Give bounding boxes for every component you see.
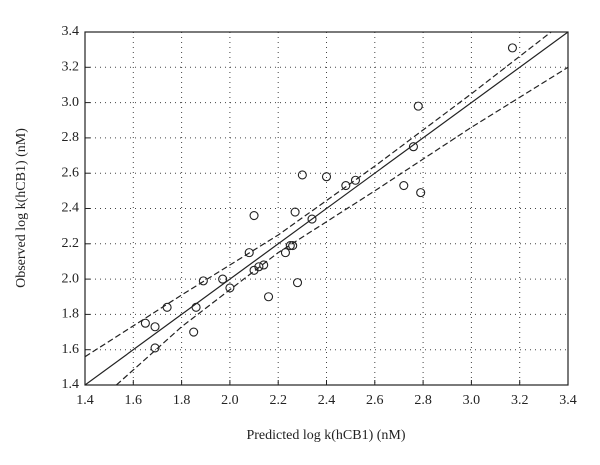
point — [413, 101, 423, 111]
y-tick-label: 2.2 — [62, 236, 80, 251]
point — [507, 43, 518, 53]
point — [321, 172, 332, 182]
x-tick-label: 1.8 — [173, 393, 191, 408]
y-tick-label: 2.6 — [62, 165, 80, 180]
point — [285, 241, 295, 251]
point — [150, 343, 160, 353]
point — [140, 318, 150, 328]
point — [341, 181, 351, 191]
x-tick-label: 2.8 — [414, 393, 432, 408]
point — [416, 188, 426, 198]
x-tick-label: 1.6 — [125, 393, 143, 408]
x-tick-label: 2.4 — [318, 393, 336, 408]
point — [290, 207, 300, 217]
x-tick-label: 3.0 — [463, 393, 481, 408]
x-tick-label: 3.2 — [511, 393, 529, 408]
x-axis-label: Predicted log k(hCB1) (nM) — [246, 428, 405, 443]
point — [288, 241, 298, 251]
fit-line — [115, 66, 568, 385]
x-tick-label: 2.2 — [269, 393, 287, 408]
point — [263, 292, 274, 302]
point — [150, 322, 160, 332]
x-tick-label: 2.0 — [221, 393, 239, 408]
point — [162, 302, 172, 312]
y-tick-label: 2.4 — [62, 201, 80, 216]
point — [225, 283, 235, 293]
point — [350, 175, 361, 185]
y-tick-label: 2.0 — [62, 271, 80, 286]
x-tick-label: 2.6 — [366, 393, 384, 408]
y-axis-label: Observed log k(hCB1) (nM) — [14, 128, 29, 288]
point — [292, 278, 303, 288]
point — [399, 181, 409, 191]
point — [249, 211, 259, 221]
x-tick-label: 1.4 — [76, 393, 94, 408]
point — [198, 276, 208, 286]
plot-frame — [84, 31, 569, 386]
fit-line — [85, 32, 552, 358]
y-tick-label: 1.6 — [62, 342, 80, 357]
y-tick-label: 2.8 — [62, 130, 80, 145]
point — [259, 260, 269, 270]
point — [191, 302, 201, 312]
y-tick-label: 1.4 — [62, 377, 80, 392]
point — [218, 274, 228, 284]
point — [254, 262, 264, 272]
point — [408, 142, 418, 152]
point — [307, 214, 317, 224]
y-tick-label: 3.2 — [62, 60, 80, 75]
y-tick-label: 3.4 — [62, 24, 80, 39]
point — [297, 170, 307, 180]
fit-line — [85, 32, 568, 385]
y-tick-label: 3.0 — [62, 95, 80, 110]
y-tick-label: 1.8 — [62, 307, 80, 322]
point — [244, 248, 254, 258]
x-tick-label: 3.4 — [559, 393, 577, 408]
point — [280, 248, 290, 258]
point — [189, 327, 199, 337]
